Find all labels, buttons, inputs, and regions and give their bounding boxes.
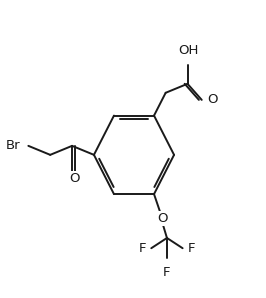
Text: F: F (188, 242, 195, 255)
Text: F: F (139, 242, 146, 255)
Text: OH: OH (178, 44, 199, 58)
Text: Br: Br (6, 139, 20, 152)
Text: O: O (69, 172, 79, 185)
Text: F: F (163, 266, 171, 279)
Text: O: O (157, 212, 168, 225)
Text: O: O (207, 93, 217, 106)
